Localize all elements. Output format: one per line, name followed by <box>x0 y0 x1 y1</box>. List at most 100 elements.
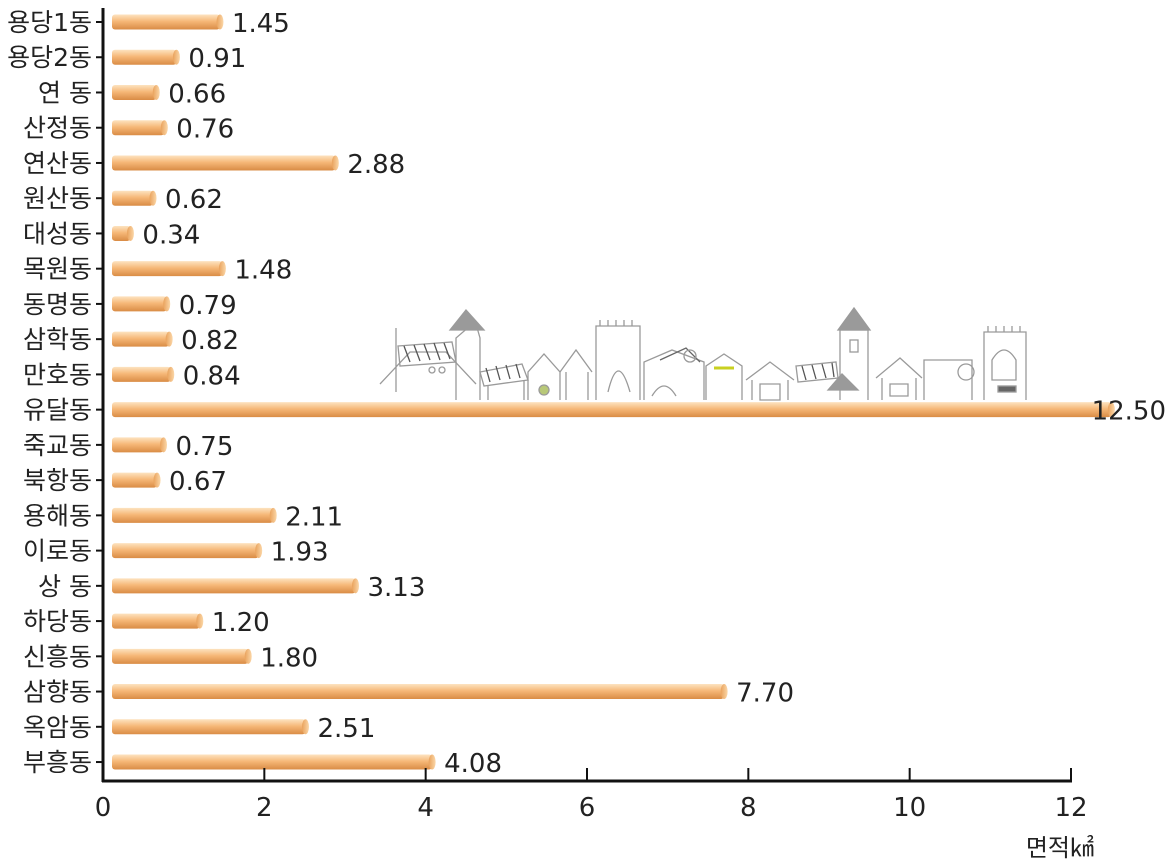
bar-end-cap <box>149 190 157 206</box>
bar-5 <box>112 155 339 171</box>
value-label: 1.48 <box>234 256 292 286</box>
bar-body <box>112 543 259 559</box>
bar-end-cap <box>216 14 224 30</box>
bar-body <box>112 613 200 629</box>
bar-21 <box>112 719 309 735</box>
bar-end-cap <box>172 49 180 65</box>
x-tick-label: 12 <box>1054 793 1087 823</box>
category-label: 만호동 <box>23 360 92 389</box>
bar-13 <box>112 437 167 453</box>
bar-22 <box>112 754 436 770</box>
bar-end-cap <box>428 754 436 770</box>
value-label: 2.11 <box>285 502 343 532</box>
category-label: 산정동 <box>23 114 92 143</box>
category-label: 북항동 <box>23 466 92 495</box>
bar-14 <box>112 472 161 488</box>
bar-end-cap <box>160 437 167 453</box>
bar-7 <box>112 225 134 241</box>
value-label: 0.62 <box>165 185 223 215</box>
bar-body <box>112 648 249 664</box>
x-axis-unit-label: 면적㎢ <box>1026 834 1094 862</box>
bar-body <box>112 296 167 312</box>
value-label: 1.93 <box>271 538 329 568</box>
bar-body <box>112 84 157 100</box>
value-label: 0.82 <box>181 326 239 356</box>
bar-1 <box>112 14 224 30</box>
bar-body <box>112 14 220 30</box>
category-label: 삼향동 <box>23 678 92 707</box>
category-label: 유달동 <box>23 396 92 425</box>
bar-2 <box>112 49 180 65</box>
category-label: 연 동 <box>38 78 92 107</box>
bar-16 <box>112 543 263 559</box>
bar-end-cap <box>301 719 309 735</box>
bar-end-cap <box>1107 402 1115 418</box>
x-tick-label: 0 <box>95 793 112 823</box>
value-label: 0.66 <box>168 79 226 109</box>
bar-3 <box>112 84 160 100</box>
value-label: 3.13 <box>367 573 425 603</box>
value-label: 0.34 <box>142 220 200 250</box>
value-label: 1.45 <box>232 9 290 39</box>
bar-end-cap <box>255 543 263 559</box>
bar-20 <box>112 684 728 700</box>
value-label: 0.79 <box>179 291 237 321</box>
category-label: 죽교동 <box>23 431 92 460</box>
category-label: 목원동 <box>23 255 92 284</box>
value-label: 12.50 <box>1092 397 1166 427</box>
bar-body <box>112 155 336 171</box>
bar-end-cap <box>244 648 252 664</box>
category-label: 삼학동 <box>23 325 92 354</box>
bar-9 <box>112 296 171 312</box>
bar-body <box>112 366 171 382</box>
x-tick-label: 4 <box>417 793 434 823</box>
bar-end-cap <box>165 331 173 347</box>
bar-body <box>112 261 223 277</box>
bar-end-cap <box>196 613 204 629</box>
bar-body <box>112 49 177 65</box>
category-label: 원산동 <box>23 184 92 213</box>
x-tick-label: 8 <box>740 793 757 823</box>
value-label: 1.20 <box>212 608 270 638</box>
bar-body <box>112 402 1112 418</box>
category-label: 대성동 <box>23 219 92 248</box>
bar-12 <box>112 402 1115 418</box>
bar-end-cap <box>153 472 161 488</box>
bar-body <box>112 754 433 770</box>
value-label: 2.51 <box>317 714 375 744</box>
value-labels: 1.45 0.91 0.66 0.76 2.88 0.62 0.34 1.48 0.79 0.82… <box>142 9 1166 779</box>
bar-11 <box>112 366 175 382</box>
value-label: 4.08 <box>444 749 502 779</box>
x-axis-ticks: 0 2 4 6 8 10 12 <box>95 768 1088 823</box>
bar-17 <box>112 578 359 594</box>
bar-end-cap <box>720 684 728 700</box>
category-label: 연산동 <box>23 149 92 178</box>
x-tick-label: 10 <box>893 793 926 823</box>
bar-end-cap <box>269 507 277 523</box>
bar-body <box>112 719 306 735</box>
value-label: 2.88 <box>347 150 405 180</box>
bar-body <box>112 331 170 347</box>
bar-end-cap <box>218 261 226 277</box>
bar-19 <box>112 648 252 664</box>
bar-end-cap <box>126 225 134 241</box>
value-label: 0.67 <box>169 467 227 497</box>
category-label: 용당2동 <box>7 43 92 72</box>
bar-8 <box>112 261 226 277</box>
value-label: 7.70 <box>736 679 794 709</box>
bar-body <box>112 190 154 206</box>
bar-body <box>112 684 725 700</box>
category-label: 신흥동 <box>23 642 92 671</box>
value-label: 0.75 <box>176 432 234 462</box>
bar-18 <box>112 613 204 629</box>
bar-body <box>112 120 165 136</box>
category-label: 이로동 <box>23 537 92 566</box>
bar-end-cap <box>163 296 171 312</box>
bar-body <box>112 507 274 523</box>
bar-end-cap <box>167 366 175 382</box>
category-label: 용해동 <box>23 501 92 530</box>
category-label: 상 동 <box>38 572 92 601</box>
bar-10 <box>112 331 173 347</box>
